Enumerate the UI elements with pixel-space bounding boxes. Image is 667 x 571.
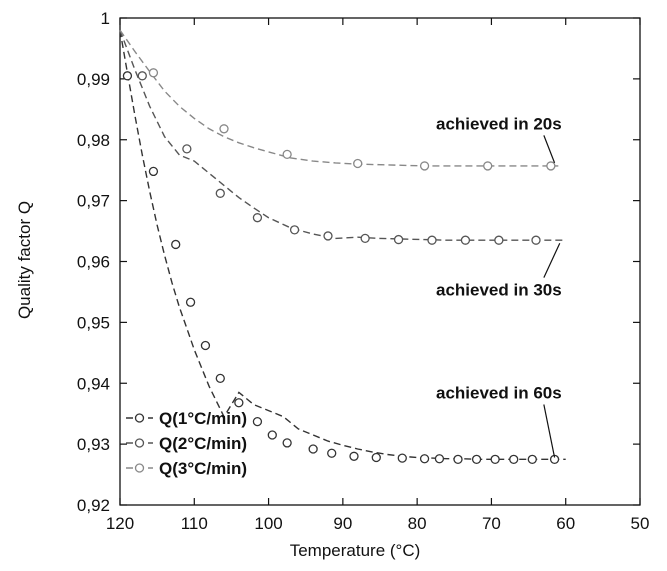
x-axis-title: Temperature (°C)	[290, 541, 421, 560]
legend-label-3: Q(3°C/min)	[159, 459, 247, 478]
x-tick-label: 90	[333, 514, 352, 533]
data-point-series-3	[353, 158, 363, 169]
y-tick-label: 0,96	[77, 253, 110, 272]
annotation-label-1: achieved in 20s	[436, 114, 562, 133]
annotation-leader-1	[543, 135, 556, 164]
data-point-series-3	[148, 68, 159, 78]
y-tick-label: 0,97	[77, 192, 110, 211]
data-point-series-2	[182, 144, 192, 154]
data-point-series-2	[289, 225, 300, 235]
data-point-series-1	[397, 453, 407, 463]
x-tick-label: 110	[181, 514, 208, 533]
annotation-leader-2	[543, 242, 561, 278]
series-line-2	[119, 29, 566, 241]
data-point-series-1	[185, 297, 196, 307]
legend-swatch-marker-2	[134, 438, 145, 448]
x-tick-label: 50	[631, 514, 650, 533]
data-point-series-2	[323, 231, 333, 241]
data-point-series-1	[267, 430, 277, 440]
y-tick-label: 1	[101, 9, 110, 28]
y-tick-label: 0,92	[77, 496, 110, 515]
data-point-series-1	[200, 340, 211, 351]
x-tick-label: 70	[482, 514, 501, 533]
annotation-label-3: achieved in 60s	[436, 383, 562, 402]
data-point-series-2	[494, 235, 504, 245]
legend-label-2: Q(2°C/min)	[159, 434, 247, 453]
y-axis-title: Quality factor Q	[15, 201, 34, 319]
data-point-series-1	[471, 454, 482, 464]
data-point-series-1	[490, 454, 500, 464]
data-point-series-2	[137, 71, 147, 81]
data-point-series-1	[527, 454, 537, 464]
annotation-label-2: achieved in 30s	[436, 281, 562, 300]
data-point-series-2	[531, 235, 541, 245]
data-point-series-1	[308, 444, 318, 454]
x-tick-label: 100	[254, 514, 282, 533]
data-point-series-2	[427, 235, 437, 245]
data-point-series-2	[460, 235, 471, 245]
data-point-series-2	[215, 188, 225, 198]
data-point-series-1	[122, 71, 133, 81]
data-point-series-1	[252, 416, 263, 427]
y-tick-label: 0,94	[77, 374, 110, 393]
series-line-3	[119, 29, 559, 167]
data-point-series-1	[371, 452, 381, 463]
data-point-series-2	[393, 234, 404, 245]
data-point-series-1	[327, 448, 337, 458]
data-point-series-3	[219, 124, 229, 134]
data-point-series-1	[453, 454, 463, 464]
x-tick-label: 120	[106, 514, 134, 533]
x-tick-label: 80	[408, 514, 427, 533]
data-point-series-1	[215, 373, 225, 384]
data-point-series-1	[148, 166, 159, 177]
data-point-series-2	[360, 233, 370, 244]
plot-frame	[119, 17, 641, 506]
data-point-series-3	[483, 161, 493, 171]
data-point-series-1	[419, 454, 430, 464]
y-tick-label: 0,99	[77, 70, 110, 89]
data-point-series-1	[282, 438, 292, 448]
data-point-series-1	[234, 398, 244, 408]
y-tick-label: 0,98	[77, 131, 110, 150]
data-point-series-3	[419, 161, 430, 171]
legend-swatch-marker-3	[134, 463, 145, 473]
data-point-series-3	[282, 149, 292, 160]
data-point-series-1	[349, 451, 359, 461]
data-point-series-1	[171, 239, 181, 250]
data-point-series-1	[509, 454, 519, 464]
x-tick-label: 60	[556, 514, 575, 533]
y-tick-label: 0,93	[77, 435, 110, 454]
data-point-series-1	[434, 454, 445, 464]
legend-label-1: Q(1°C/min)	[159, 409, 247, 428]
data-point-series-2	[252, 213, 263, 223]
data-point-series-3	[546, 161, 556, 171]
annotation-leader-3	[543, 404, 556, 458]
y-tick-label: 0,95	[77, 313, 110, 332]
legend-swatch-marker-1	[134, 413, 145, 423]
